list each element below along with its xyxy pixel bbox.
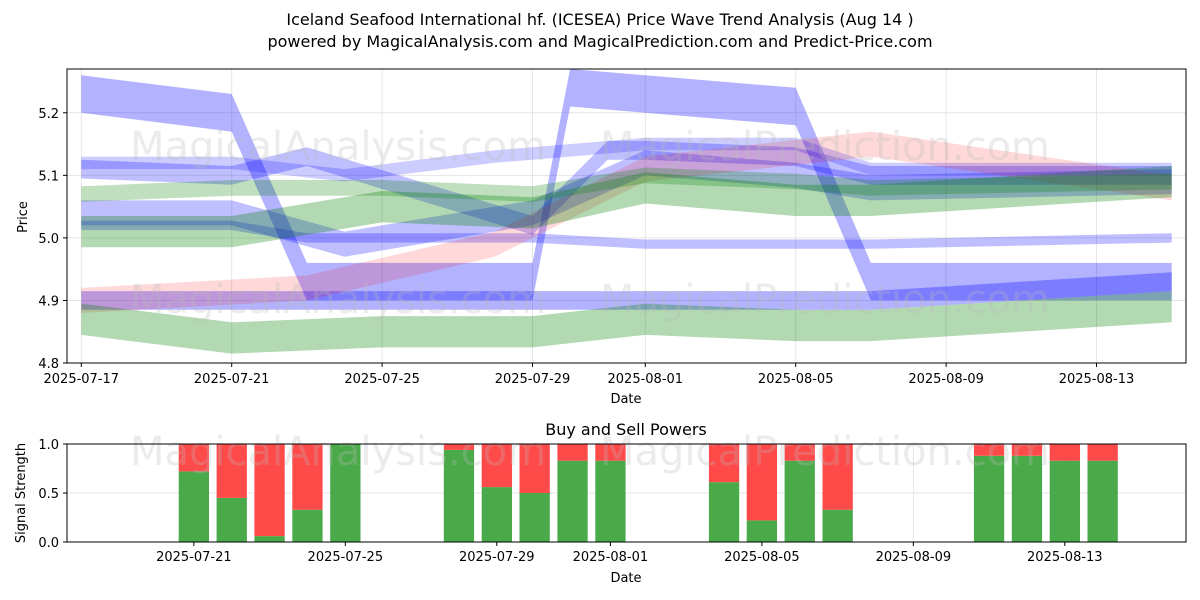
buy-bar: [481, 487, 512, 542]
buy-bar: [708, 482, 740, 542]
signal-x-tick-label: 2025-08-05: [724, 550, 800, 565]
watermark-4: MagicalPrediction.com: [600, 277, 1050, 323]
buy-bar: [595, 460, 626, 542]
watermark-6: MagicalPrediction.com: [600, 429, 1050, 475]
signal-plot: Buy and Sell Powers MagicalAnalysis.com …: [14, 420, 1187, 586]
wave-band-green-7: [81, 166, 1172, 248]
buy-bar: [746, 520, 777, 542]
price-y-tick-label: 5.2: [38, 107, 59, 122]
sell-bar: [1087, 444, 1118, 461]
buy-bar: [1049, 460, 1080, 542]
wave-band-blue-5: [81, 272, 1172, 310]
watermark-3: MagicalAnalysis.com: [130, 277, 546, 323]
signal-bars: [178, 444, 1118, 542]
buy-bar: [1087, 460, 1118, 542]
buy-bar: [1011, 455, 1043, 542]
signal-x-tick-label: 2025-08-13: [1027, 550, 1103, 565]
sell-bar: [1011, 444, 1043, 456]
signal-y-tick-label: 0.0: [38, 536, 59, 551]
signal-y-ticks: 0.0 0.5 1.0: [38, 438, 67, 551]
sell-bar: [708, 444, 740, 483]
price-y-ticks: 4.8 4.9 5.0 5.1 5.2: [38, 107, 67, 372]
buy-bar: [519, 493, 550, 542]
wave-band-red-6: [81, 131, 1172, 313]
signal-y-tick-label: 0.5: [38, 487, 59, 502]
watermark-2: MagicalPrediction.com: [600, 124, 1050, 170]
buy-bar: [784, 460, 815, 542]
buy-bar: [254, 536, 285, 542]
buy-bar: [178, 471, 209, 542]
signal-y-label: Signal Strength: [14, 443, 29, 543]
sell-bar: [557, 444, 588, 461]
wave-band-green-8: [81, 291, 1172, 354]
sell-bar: [292, 444, 323, 510]
sell-bar: [822, 444, 853, 510]
price-x-tick-label: 2025-07-29: [495, 372, 571, 387]
buy-bar: [292, 509, 323, 542]
price-x-tick-label: 2025-07-21: [194, 372, 270, 387]
sell-bar: [519, 444, 550, 493]
price-x-ticks: 2025-07-17 2025-07-21 2025-07-25 2025-07-29…: [44, 363, 1135, 387]
wave-band-blue-2: [81, 150, 1172, 257]
price-y-label: Price: [16, 201, 31, 233]
price-x-tick-label: 2025-08-13: [1059, 372, 1135, 387]
sell-bar: [178, 444, 209, 472]
wave-band-green-9: [81, 167, 1172, 202]
buy-bar: [443, 449, 475, 542]
sell-bar: [1049, 444, 1080, 461]
sell-bar: [784, 444, 815, 461]
buy-bar: [973, 455, 1005, 542]
price-wave-bands: [81, 69, 1172, 354]
wave-band-blue-0: [81, 69, 1172, 301]
price-x-tick-label: 2025-08-09: [908, 372, 984, 387]
buy-bar: [822, 509, 853, 542]
wave-band-blue-3: [81, 137, 1172, 182]
price-plot-frame: [66, 68, 1187, 364]
title-line1: Iceland Seafood International hf. (ICESE…: [286, 10, 913, 29]
signal-x-tick-label: 2025-07-25: [308, 550, 384, 565]
signal-x-tick-label: 2025-08-01: [573, 550, 649, 565]
buy-bar: [216, 497, 247, 542]
price-y-tick-label: 5.0: [38, 232, 59, 247]
wave-band-blue-1: [81, 140, 1172, 235]
price-y-tick-label: 5.1: [38, 169, 59, 184]
sell-bar: [595, 444, 626, 461]
sell-bar: [254, 444, 285, 537]
sell-bar: [973, 444, 1005, 456]
price-x-label: Date: [610, 392, 641, 407]
price-x-tick-label: 2025-07-17: [44, 372, 120, 387]
wave-band-blue-4: [81, 220, 1172, 249]
signal-x-tick-label: 2025-07-21: [156, 550, 232, 565]
price-x-tick-label: 2025-08-01: [608, 372, 684, 387]
price-x-tick-label: 2025-07-25: [344, 372, 420, 387]
watermark-5: MagicalAnalysis.com: [130, 429, 546, 475]
signal-x-ticks: 2025-07-21 2025-07-25 2025-07-29 2025-08-01…: [156, 542, 1103, 565]
signal-x-tick-label: 2025-07-29: [459, 550, 535, 565]
signal-y-tick-label: 1.0: [38, 438, 59, 453]
buy-bar: [330, 444, 361, 542]
title-line2: powered by MagicalAnalysis.com and Magic…: [267, 32, 932, 51]
signal-x-tick-label: 2025-08-09: [876, 550, 952, 565]
sell-bar: [746, 444, 777, 521]
sell-bar: [481, 444, 512, 488]
sell-bar: [443, 444, 475, 450]
buy-bar: [557, 460, 588, 542]
price-y-tick-label: 4.8: [38, 357, 59, 372]
price-x-tick-label: 2025-08-05: [758, 372, 834, 387]
price-plot: MagicalAnalysis.com MagicalPrediction.co…: [16, 68, 1187, 407]
price-y-tick-label: 4.9: [38, 294, 59, 309]
watermark-1: MagicalAnalysis.com: [130, 124, 546, 170]
sell-bar: [216, 444, 247, 498]
signal-title: Buy and Sell Powers: [545, 420, 707, 439]
signal-x-label: Date: [610, 571, 641, 586]
